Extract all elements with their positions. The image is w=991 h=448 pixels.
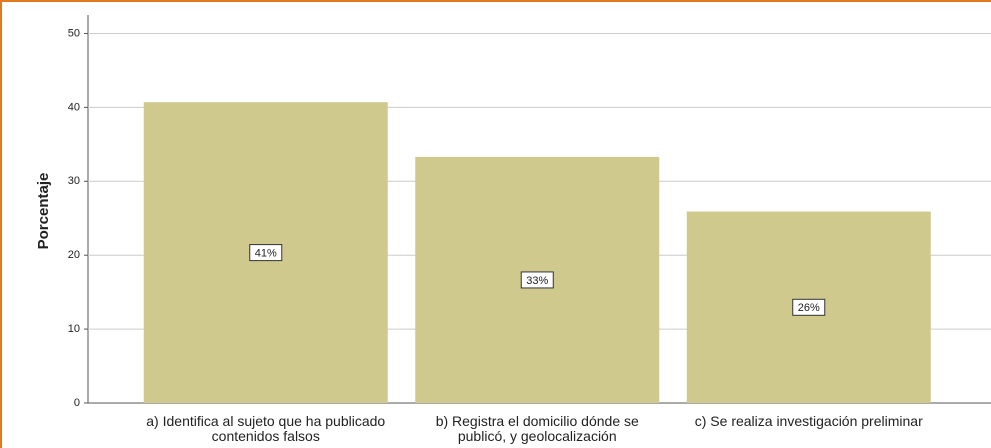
- y-tick-label: 50: [68, 27, 80, 39]
- x-tick-label: c) Se realiza investigación preliminar: [694, 413, 923, 429]
- y-tick-label: 40: [68, 101, 80, 113]
- value-label: 41%: [255, 248, 277, 260]
- value-label: 26%: [798, 302, 820, 314]
- y-tick-label: 10: [68, 323, 80, 335]
- y-tick-label: 0: [74, 397, 80, 409]
- y-tick-label: 30: [68, 175, 80, 187]
- value-label-box: [520, 271, 554, 289]
- y-tick-label: 20: [68, 249, 80, 261]
- value-label-box: [249, 244, 283, 262]
- x-tick-label: a) Identifica al sujeto que ha publicado…: [146, 413, 386, 444]
- x-tick-label: b) Registra el domicilio dónde se public…: [435, 413, 639, 444]
- value-label: 33%: [526, 275, 548, 287]
- y-axis-label: Porcentaje: [35, 173, 52, 250]
- value-label-box: [792, 298, 826, 316]
